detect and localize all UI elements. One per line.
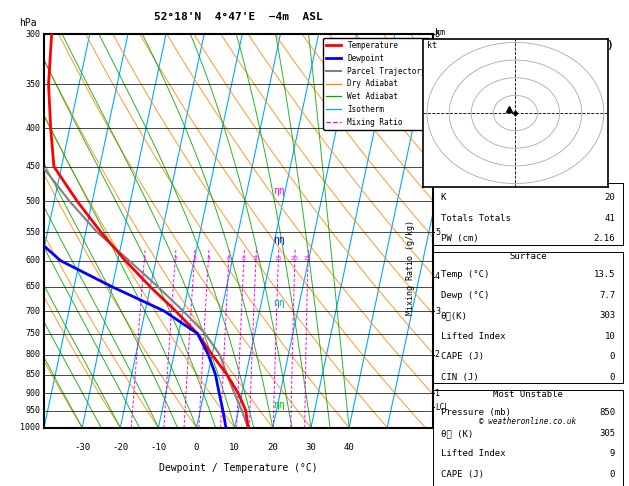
Text: -20: -20 bbox=[112, 443, 128, 452]
Text: 1: 1 bbox=[142, 256, 146, 260]
Text: Dewpoint / Temperature (°C): Dewpoint / Temperature (°C) bbox=[159, 463, 318, 473]
Text: 03.10.2024  12GMT  (Base: 00): 03.10.2024 12GMT (Base: 00) bbox=[443, 40, 613, 50]
Text: 700: 700 bbox=[25, 307, 40, 315]
Text: km
ASL: km ASL bbox=[435, 28, 450, 48]
Text: CAPE (J): CAPE (J) bbox=[440, 352, 484, 361]
Text: 550: 550 bbox=[25, 228, 40, 237]
Text: LCL: LCL bbox=[435, 403, 449, 412]
Legend: Temperature, Dewpoint, Parcel Trajectory, Dry Adiabat, Wet Adiabat, Isotherm, Mi: Temperature, Dewpoint, Parcel Trajectory… bbox=[323, 38, 429, 130]
Text: 800: 800 bbox=[25, 350, 40, 359]
Text: Most Unstable: Most Unstable bbox=[493, 390, 563, 399]
Text: 13.5: 13.5 bbox=[594, 270, 615, 279]
Text: kt: kt bbox=[427, 41, 437, 50]
Text: 850: 850 bbox=[25, 370, 40, 379]
Text: 0: 0 bbox=[610, 470, 615, 479]
Text: 9: 9 bbox=[610, 450, 615, 458]
Text: θᴇ(K): θᴇ(K) bbox=[440, 311, 467, 320]
Text: 20: 20 bbox=[604, 193, 615, 203]
Text: 3: 3 bbox=[435, 307, 440, 315]
Text: ηη: ηη bbox=[274, 187, 286, 196]
Text: 30: 30 bbox=[306, 443, 316, 452]
Text: 850: 850 bbox=[599, 408, 615, 417]
Text: Temp (°C): Temp (°C) bbox=[440, 270, 489, 279]
Text: 305: 305 bbox=[599, 429, 615, 438]
Text: Mixing Ratio (g/kg): Mixing Ratio (g/kg) bbox=[406, 220, 415, 315]
Text: 4: 4 bbox=[206, 256, 210, 260]
Text: 5: 5 bbox=[435, 228, 440, 237]
Text: 0: 0 bbox=[194, 443, 199, 452]
Text: 303: 303 bbox=[599, 311, 615, 320]
Bar bbox=[433, 183, 623, 244]
Text: 7.7: 7.7 bbox=[599, 291, 615, 300]
Text: Dewp (°C): Dewp (°C) bbox=[440, 291, 489, 300]
Text: 6: 6 bbox=[227, 256, 231, 260]
Text: Lifted Index: Lifted Index bbox=[440, 331, 505, 341]
Text: 950: 950 bbox=[25, 406, 40, 416]
Text: © weatheronline.co.uk: © weatheronline.co.uk bbox=[479, 417, 576, 426]
Text: 20: 20 bbox=[291, 256, 299, 260]
Text: ηη: ηη bbox=[274, 400, 286, 410]
Text: 1: 1 bbox=[435, 389, 440, 398]
Text: 900: 900 bbox=[25, 389, 40, 398]
Text: 0: 0 bbox=[610, 352, 615, 361]
Text: 1000: 1000 bbox=[20, 423, 40, 432]
Text: 7: 7 bbox=[435, 98, 440, 107]
Text: Totals Totals: Totals Totals bbox=[440, 214, 511, 223]
Text: 600: 600 bbox=[25, 256, 40, 265]
Text: 25: 25 bbox=[304, 256, 312, 260]
Text: -30: -30 bbox=[74, 443, 90, 452]
Text: hPa: hPa bbox=[19, 18, 36, 28]
Text: -10: -10 bbox=[150, 443, 167, 452]
Text: 10: 10 bbox=[230, 443, 240, 452]
Text: 52°18'N  4°47'E  −4m  ASL: 52°18'N 4°47'E −4m ASL bbox=[154, 12, 323, 22]
Text: 500: 500 bbox=[25, 196, 40, 206]
Text: 2.16: 2.16 bbox=[594, 234, 615, 243]
Text: 400: 400 bbox=[25, 123, 40, 133]
Text: 8: 8 bbox=[435, 30, 440, 38]
Text: PW (cm): PW (cm) bbox=[440, 234, 478, 243]
Text: K: K bbox=[440, 193, 446, 203]
Text: 20: 20 bbox=[267, 443, 278, 452]
Text: 40: 40 bbox=[343, 443, 355, 452]
Text: 350: 350 bbox=[25, 80, 40, 89]
Text: 0: 0 bbox=[610, 373, 615, 382]
Text: 41: 41 bbox=[604, 214, 615, 223]
Text: 4: 4 bbox=[435, 272, 440, 281]
Text: 650: 650 bbox=[25, 282, 40, 291]
Text: Surface: Surface bbox=[509, 252, 547, 261]
Text: 3: 3 bbox=[192, 256, 196, 260]
Text: 750: 750 bbox=[25, 329, 40, 338]
Text: 300: 300 bbox=[25, 30, 40, 38]
Text: 2: 2 bbox=[173, 256, 177, 260]
Text: ηη: ηη bbox=[274, 298, 286, 308]
Text: θᴇ (K): θᴇ (K) bbox=[440, 429, 473, 438]
Text: Pressure (mb): Pressure (mb) bbox=[440, 408, 511, 417]
Text: 15: 15 bbox=[274, 256, 282, 260]
Text: 6: 6 bbox=[435, 162, 440, 171]
Text: 8: 8 bbox=[242, 256, 246, 260]
Bar bbox=[433, 390, 623, 486]
Text: Lifted Index: Lifted Index bbox=[440, 450, 505, 458]
Text: 10: 10 bbox=[252, 256, 260, 260]
Text: 10: 10 bbox=[604, 331, 615, 341]
Text: ηη: ηη bbox=[274, 235, 286, 245]
Text: CIN (J): CIN (J) bbox=[440, 373, 478, 382]
Bar bbox=[433, 252, 623, 383]
Text: 450: 450 bbox=[25, 162, 40, 171]
Text: CAPE (J): CAPE (J) bbox=[440, 470, 484, 479]
Text: 2: 2 bbox=[435, 350, 440, 359]
